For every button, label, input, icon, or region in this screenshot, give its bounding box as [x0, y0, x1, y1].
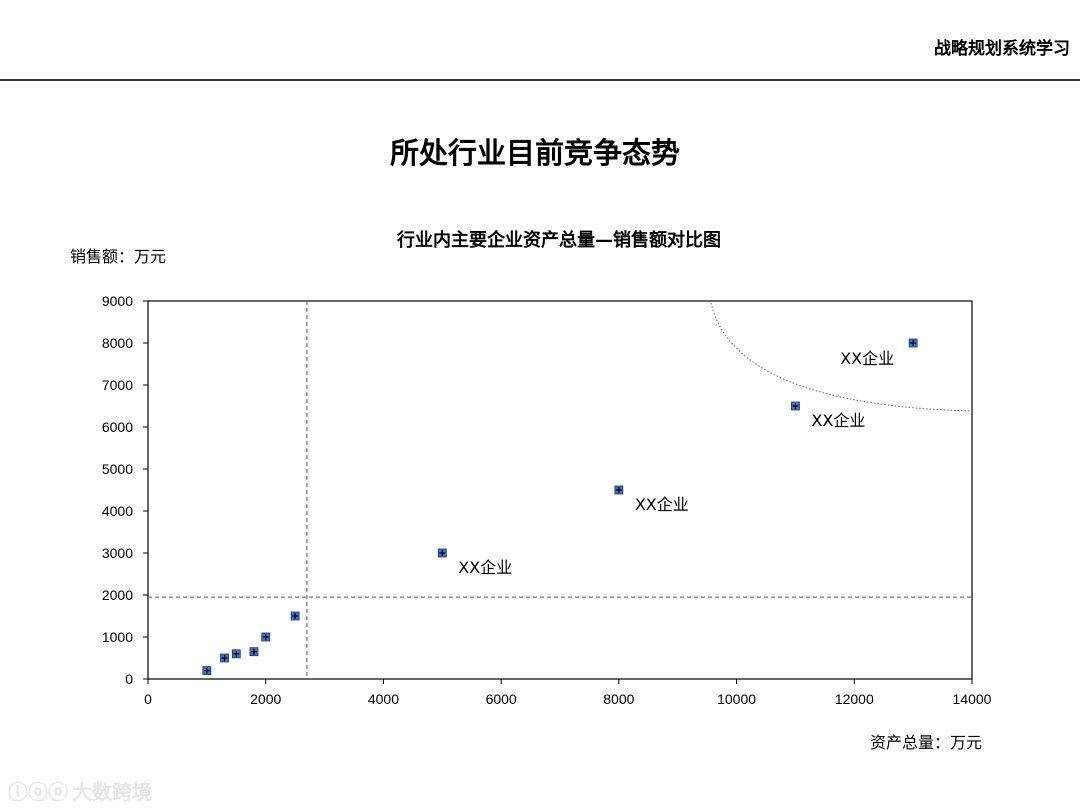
- x-tick-label: 10000: [717, 691, 756, 707]
- watermark: ⓛⓞⓞ 大数跨境: [8, 776, 152, 805]
- y-tick-label: 1000: [102, 629, 133, 645]
- x-tick-label: 8000: [603, 691, 634, 707]
- chart-title: 行业内主要企业资产总量—销售额对比图: [397, 230, 721, 251]
- y-tick-label: 3000: [102, 545, 133, 561]
- y-tick-label: 2000: [102, 587, 133, 603]
- y-tick-label: 8000: [102, 335, 133, 351]
- y-tick-label: 0: [125, 671, 133, 687]
- x-tick-label: 4000: [368, 691, 399, 707]
- header-title: 战略规划系统学习: [934, 39, 1070, 59]
- x-tick-label: 12000: [835, 691, 874, 707]
- data-point-label: XX企业: [635, 495, 689, 514]
- y-axis-label: 销售额：万元: [70, 247, 167, 266]
- x-tick-label: 0: [144, 691, 152, 707]
- x-tick-label: 6000: [486, 691, 517, 707]
- y-tick-label: 6000: [102, 419, 133, 435]
- page-title: 所处行业目前竞争态势: [389, 136, 680, 170]
- data-point-label: XX企业: [811, 411, 865, 430]
- x-axis-label: 资产总量：万元: [870, 733, 983, 752]
- header-divider: [0, 79, 1080, 81]
- y-tick-label: 4000: [102, 503, 133, 519]
- y-tick-label: 5000: [102, 461, 133, 477]
- y-tick-label: 9000: [102, 293, 133, 309]
- x-tick-label: 2000: [250, 691, 281, 707]
- y-tick-label: 7000: [102, 377, 133, 393]
- data-point-label: XX企业: [458, 558, 512, 577]
- watermark-text: 大数跨境: [72, 780, 152, 804]
- x-tick-label: 14000: [953, 691, 992, 707]
- watermark-logo-icon: ⓛⓞⓞ: [8, 780, 68, 804]
- plot-frame: [147, 300, 973, 680]
- data-point-label: XX企业: [840, 349, 894, 368]
